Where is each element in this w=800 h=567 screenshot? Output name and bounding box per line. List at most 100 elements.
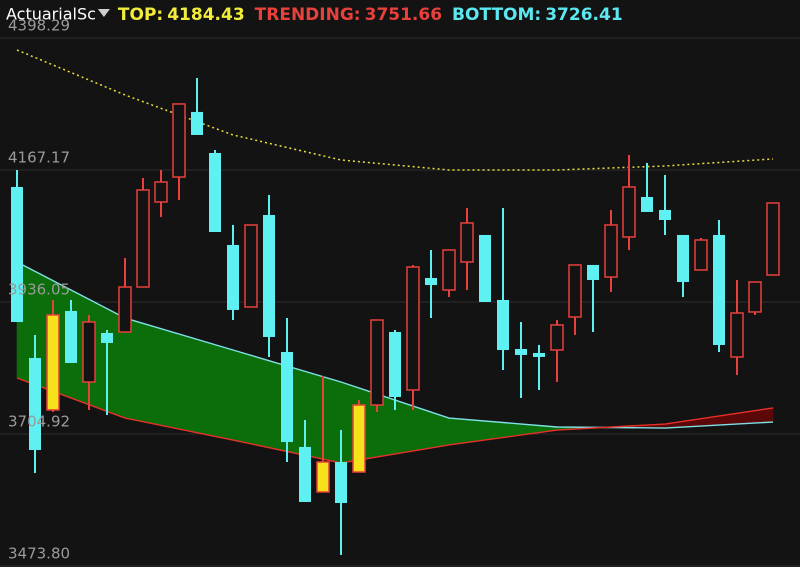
candle-body xyxy=(227,244,239,310)
candle-body xyxy=(406,266,420,391)
indicator-name: TRENDING: xyxy=(255,5,361,25)
candle-body xyxy=(425,277,437,286)
band-fill-segment xyxy=(169,330,180,430)
candle-body xyxy=(550,324,564,351)
candle-body xyxy=(641,196,653,212)
band-fill-segment xyxy=(106,308,117,416)
band-fill-segment xyxy=(448,417,459,446)
band-fill-segment xyxy=(214,344,225,439)
band-fill-segment xyxy=(754,408,765,424)
candle-body xyxy=(281,351,293,443)
candles xyxy=(11,77,780,555)
band-lower xyxy=(16,377,774,464)
candle-body xyxy=(677,234,689,282)
band-fill-segment xyxy=(205,341,216,437)
candle-body xyxy=(659,209,671,221)
candle-body xyxy=(244,224,258,308)
header[interactable]: ActuarialSc TOP: 4184.43 TRENDING: 3751.66 B… xyxy=(6,5,623,26)
y-tick-label: 4398.29 xyxy=(8,17,70,35)
y-tick-label: 4167.17 xyxy=(8,148,70,166)
candle-body xyxy=(587,264,599,280)
band-fill-segment xyxy=(763,407,774,423)
band-fill-segment xyxy=(475,419,486,442)
band-fill-segment xyxy=(151,325,162,426)
band-fill-segment xyxy=(412,405,423,452)
candle-body xyxy=(172,103,186,178)
indicator-name: BOTTOM: xyxy=(452,5,541,25)
candle-body xyxy=(442,249,456,291)
dropdown-caret[interactable] xyxy=(97,9,110,17)
candle-body xyxy=(82,321,96,383)
candle-body xyxy=(460,222,474,263)
band-fill-segment xyxy=(511,422,522,437)
band-fill-segment xyxy=(394,399,405,455)
band-fill-segment xyxy=(421,408,432,450)
candle-body xyxy=(154,181,168,203)
band-fill-segment xyxy=(484,420,495,441)
band-fill-segment xyxy=(160,328,171,428)
band-fill-segment xyxy=(223,346,234,441)
candle-body xyxy=(533,352,545,357)
candle-body xyxy=(191,111,203,135)
indicator-value: 3726.41 xyxy=(545,5,622,25)
candle-body xyxy=(515,348,527,355)
candle-body xyxy=(389,332,401,398)
band-fill-segment xyxy=(187,336,198,434)
candle-body xyxy=(622,186,636,238)
candle-body xyxy=(209,152,221,233)
band-fill-segment xyxy=(403,402,414,453)
candle-body xyxy=(118,286,132,333)
band-fill-segment xyxy=(466,419,477,443)
candle-body xyxy=(497,299,509,351)
top-line xyxy=(16,49,774,171)
candle-body xyxy=(316,461,330,493)
candle-body xyxy=(335,461,347,504)
band-fill-segment xyxy=(304,370,315,458)
candle-body xyxy=(299,446,311,502)
band-fill-segment xyxy=(241,352,252,445)
band-fill-segment xyxy=(439,414,450,447)
band-fill-segment xyxy=(430,411,441,449)
band-fill-segment xyxy=(196,338,207,435)
indicator-value: 3751.66 xyxy=(365,5,442,25)
band-fill-segment xyxy=(124,317,135,421)
band-fill-segment xyxy=(178,333,189,432)
candle-body xyxy=(568,264,582,318)
candle-body xyxy=(101,332,113,343)
band-fill-segment xyxy=(250,354,261,447)
candle-body xyxy=(479,234,491,302)
band-fill-segment xyxy=(133,320,144,423)
y-tick-label: 3473.80 xyxy=(8,545,70,563)
candle-body xyxy=(11,187,23,323)
candle-body xyxy=(730,312,744,358)
band-fill-segment xyxy=(268,360,279,450)
band-fill-segment xyxy=(232,349,243,443)
band-fill-segment xyxy=(457,418,468,445)
band-fill-segment xyxy=(322,376,333,462)
candle-body xyxy=(713,234,725,345)
band-fill-segment xyxy=(259,357,270,449)
band-fill-segment xyxy=(745,410,756,424)
candle-body xyxy=(604,224,618,278)
candle-body xyxy=(263,214,275,337)
grid xyxy=(0,37,800,567)
band-fill-segment xyxy=(493,421,504,440)
candle-body xyxy=(136,189,150,288)
y-tick-label: 3936.05 xyxy=(8,280,70,298)
candle-body xyxy=(46,314,60,411)
candle-body xyxy=(29,357,41,451)
band-fill-segment xyxy=(142,322,153,424)
band-fill-segment xyxy=(502,422,513,438)
candle-body xyxy=(370,319,384,406)
band-fill-segment xyxy=(340,381,351,464)
symbol[interactable]: ActuarialSc xyxy=(6,5,96,24)
indicator-value: 4184.43 xyxy=(167,5,244,25)
y-tick-label: 3704.92 xyxy=(8,413,70,431)
candle-body xyxy=(766,202,780,276)
y-axis: 3473.80 3704.92 3936.05 4167.17 4398.29 xyxy=(8,17,70,563)
candle-body xyxy=(352,404,366,473)
candle-body xyxy=(694,239,708,271)
